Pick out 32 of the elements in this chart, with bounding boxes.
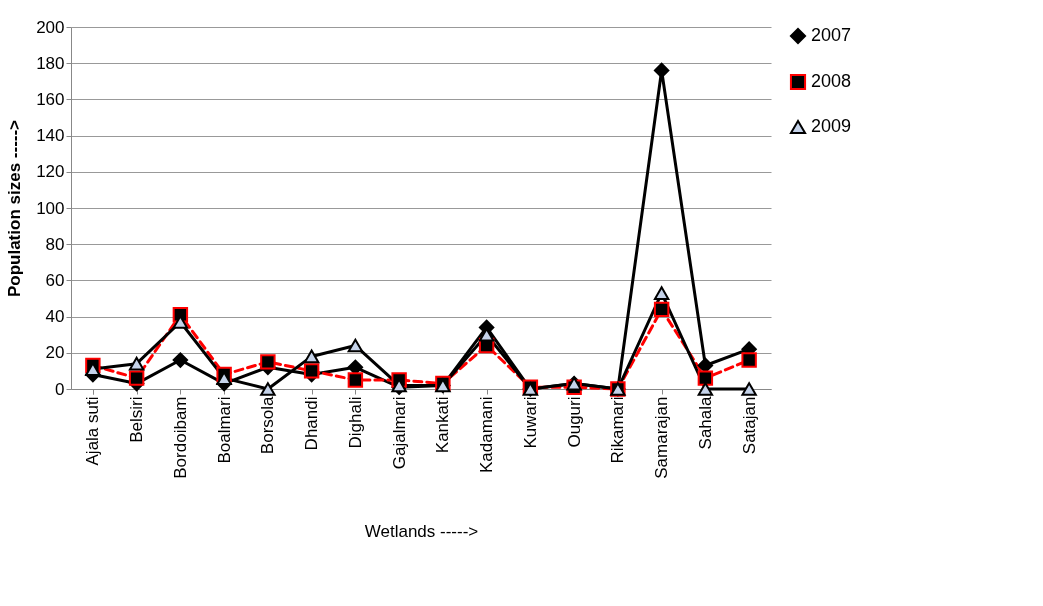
x-tick-label: Sahala	[695, 395, 715, 450]
y-tick-label: 60	[45, 270, 65, 290]
legend-label: 2007	[811, 25, 852, 45]
legend-label: 2008	[811, 71, 852, 91]
y-axis-title: Population sizes ----->	[5, 119, 25, 298]
y-tick-label: 200	[36, 17, 65, 37]
x-tick-label: Satajan	[739, 396, 759, 455]
x-tick-label: Kadamani	[477, 396, 497, 474]
x-tick-label: Kankati	[433, 396, 453, 454]
x-axis-title: Wetlands ----->	[364, 521, 479, 541]
x-tick-label: Ajala suti	[83, 396, 103, 466]
x-tick-label: Bordoibam	[170, 396, 190, 479]
x-tick-label: Dighali	[345, 396, 365, 449]
y-tick-label: 40	[45, 307, 65, 327]
y-tick-label: 20	[45, 343, 65, 363]
x-tick-label: Belsiri	[127, 396, 147, 443]
x-tick-label: Ouguri	[564, 396, 584, 448]
x-tick-label: Samarajan	[652, 396, 672, 479]
y-tick-label: 140	[36, 126, 65, 146]
x-tick-label: Gajalmari	[389, 396, 409, 470]
x-tick-label: Kuwari	[520, 396, 540, 449]
x-tick-label: Dhandi	[302, 396, 322, 451]
y-tick-label: 100	[36, 198, 65, 218]
x-tick-label: Boalmari	[214, 396, 234, 464]
x-tick-label: Rikamari	[608, 396, 628, 464]
y-tick-label: 160	[36, 89, 65, 109]
legend-label: 2009	[811, 116, 852, 136]
y-tick-label: 120	[36, 162, 65, 182]
x-tick-label: Borsola	[258, 395, 278, 455]
y-tick-label: 180	[36, 53, 65, 73]
y-tick-label: 0	[55, 379, 65, 399]
y-tick-label: 80	[45, 234, 65, 254]
